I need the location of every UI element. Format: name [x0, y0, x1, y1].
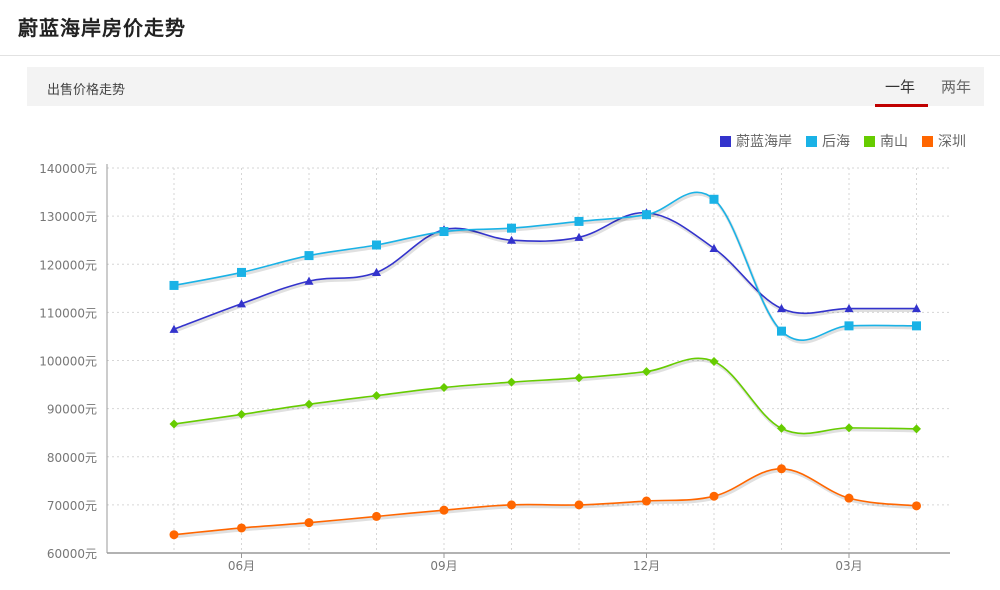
data-point-circle	[844, 493, 854, 503]
legend-label-0: 蔚蓝海岸	[736, 134, 792, 150]
y-tick-label: 130000元	[39, 210, 97, 224]
data-point-circle	[709, 491, 719, 501]
data-point-diamond	[169, 419, 179, 429]
legend-item-0[interactable]: 蔚蓝海岸	[720, 131, 792, 151]
data-point-circle	[439, 505, 449, 515]
data-point-circle	[642, 496, 651, 506]
series-line-1	[173, 191, 917, 342]
data-point-diamond	[304, 399, 314, 409]
series-line-shadow-3	[174, 469, 918, 539]
y-tick-label: 60000元	[47, 547, 97, 561]
price-trend-tabbar: 出售价格走势 一年 两年	[27, 67, 984, 107]
y-tick-label: 120000元	[39, 258, 97, 272]
legend-label-2: 南山	[880, 134, 908, 150]
data-point-square	[237, 267, 246, 277]
data-point-triangle	[169, 324, 179, 333]
data-point-diamond	[777, 423, 786, 433]
legend-label-3: 深圳	[938, 134, 966, 150]
legend-swatch-1	[806, 135, 817, 147]
tabbar-label: 出售价格走势	[47, 83, 126, 98]
data-point-triangle	[709, 243, 719, 252]
tab-one-year[interactable]: 一年	[885, 78, 916, 96]
page-title: 蔚蓝海岸房价走势	[18, 16, 186, 40]
data-point-diamond	[237, 409, 246, 419]
x-tick-label: 12月	[633, 559, 660, 573]
data-point-square	[844, 321, 854, 331]
legend-item-1[interactable]: 后海	[806, 131, 850, 151]
legend-item-3[interactable]: 深圳	[922, 131, 966, 151]
x-tick-label: 03月	[835, 559, 862, 573]
data-point-triangle	[574, 232, 584, 241]
data-point-square	[439, 227, 449, 237]
data-point-circle	[237, 523, 246, 533]
data-point-diamond	[507, 377, 516, 387]
chart-legend: 蔚蓝海岸 后海 南山 深圳	[720, 131, 966, 151]
series-line-shadow-2	[174, 358, 918, 438]
data-point-square	[642, 210, 651, 220]
series-line-2	[173, 357, 917, 435]
data-point-circle	[304, 518, 314, 528]
data-point-triangle	[507, 235, 516, 244]
tab-two-years[interactable]: 两年	[941, 78, 972, 96]
active-tab-underline	[875, 104, 928, 107]
data-point-diamond	[844, 423, 854, 433]
y-tick-label: 110000元	[39, 306, 97, 320]
data-point-diamond	[372, 391, 381, 401]
legend-swatch-0	[720, 135, 731, 147]
data-point-diamond	[574, 373, 584, 383]
y-tick-label: 90000元	[47, 403, 97, 417]
y-tick-label: 100000元	[39, 355, 97, 369]
data-point-circle	[372, 511, 381, 521]
data-point-diamond	[912, 424, 921, 434]
data-point-diamond	[709, 356, 719, 366]
title-divider	[0, 55, 1000, 56]
data-point-square	[304, 251, 314, 261]
data-point-diamond	[642, 367, 651, 377]
data-point-triangle	[777, 304, 786, 313]
y-tick-label: 70000元	[47, 499, 97, 513]
y-tick-label: 80000元	[47, 451, 97, 465]
legend-swatch-2	[864, 135, 875, 147]
x-tick-label: 09月	[430, 559, 457, 573]
legend-item-2[interactable]: 南山	[864, 131, 908, 151]
data-point-square	[709, 194, 719, 204]
data-point-circle	[777, 464, 786, 474]
x-tick-label: 06月	[228, 559, 255, 573]
series-line-shadow-1	[174, 192, 918, 344]
data-point-diamond	[439, 382, 449, 392]
data-point-circle	[507, 500, 516, 510]
data-point-square	[912, 321, 921, 331]
data-point-square	[372, 240, 381, 250]
data-point-square	[169, 280, 179, 290]
data-point-circle	[169, 530, 179, 540]
data-point-triangle	[304, 276, 314, 285]
data-point-triangle	[372, 267, 381, 277]
legend-label-1: 后海	[822, 134, 850, 150]
data-point-circle	[574, 500, 584, 510]
series-line-0	[173, 211, 917, 330]
data-point-triangle	[912, 304, 921, 313]
data-point-triangle	[844, 304, 854, 313]
data-point-square	[777, 326, 786, 336]
data-point-triangle	[237, 299, 246, 308]
series-line-3	[173, 467, 917, 536]
legend-swatch-3	[922, 135, 933, 147]
data-point-square	[574, 216, 584, 226]
data-point-square	[507, 223, 516, 233]
data-point-circle	[912, 501, 921, 511]
y-tick-label: 140000元	[39, 162, 97, 176]
